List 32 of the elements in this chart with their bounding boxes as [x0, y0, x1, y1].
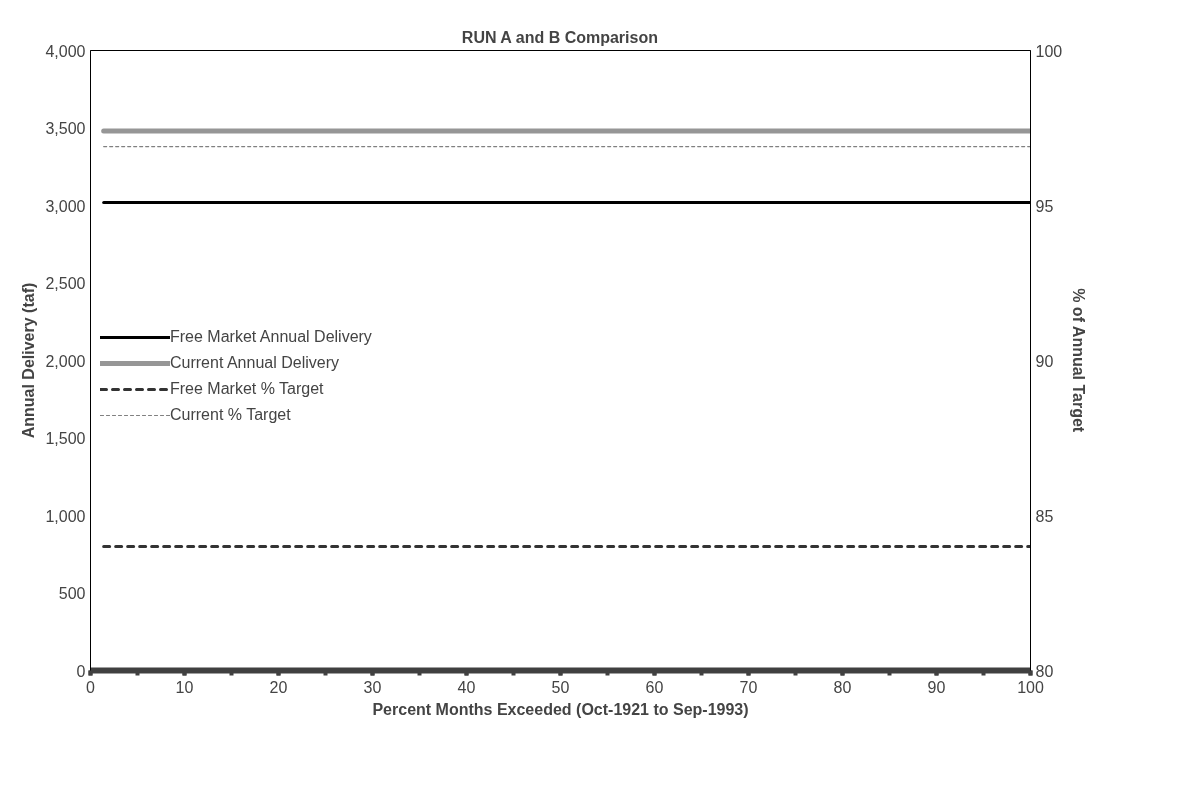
y-tick-label: 1,000	[45, 507, 86, 525]
y2-tick-label: 100	[1035, 42, 1063, 60]
y-axis-title: Annual Delivery (taf)	[20, 282, 38, 439]
x-tick-label: 70	[739, 678, 758, 696]
y-tick-label: 0	[76, 662, 86, 680]
x-tick-label: 100	[1017, 678, 1044, 696]
y2-tick-label: 80	[1035, 662, 1054, 680]
x-tick-label: 40	[457, 678, 476, 696]
y-tick-label: 500	[58, 585, 86, 602]
x-tick-label: 10	[175, 678, 194, 696]
y2-tick-label: 95	[1035, 197, 1054, 215]
x-axis-title: Percent Months Exceeded (Oct-1921 to Sep-1993)	[372, 700, 749, 718]
x-tick-label: 80	[833, 678, 852, 696]
x-tick-label: 90	[927, 678, 946, 696]
x-tick-label: 20	[269, 678, 288, 696]
y-tick-label: 3,500	[45, 120, 86, 137]
y-tick-label: 2,000	[45, 352, 86, 370]
y2-axis-title: % of Annual Target	[1070, 288, 1088, 433]
x-tick-label: 50	[551, 678, 570, 696]
chart-title: RUN A and B Comparison	[461, 28, 658, 46]
legend-label: Free Market % Target	[170, 380, 324, 398]
x-tick-label: 30	[363, 678, 382, 696]
y-tick-label: 3,000	[45, 197, 86, 215]
y2-tick-label: 90	[1035, 352, 1054, 370]
x-tick-label: 60	[645, 678, 664, 696]
legend-label: Current Annual Delivery	[170, 354, 339, 372]
y-tick-label: 1,500	[45, 430, 86, 447]
y2-tick-label: 85	[1035, 507, 1054, 525]
y-tick-label: 4,000	[45, 42, 86, 60]
y-tick-label: 2,500	[45, 275, 86, 292]
legend-label: Free Market Annual Delivery	[170, 328, 372, 346]
legend-label: Current % Target	[170, 406, 291, 424]
